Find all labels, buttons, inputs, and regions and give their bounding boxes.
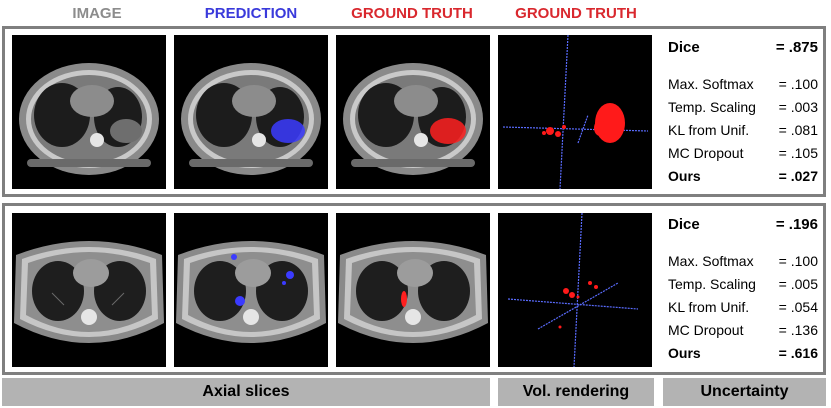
ours-value: = .616	[778, 345, 818, 361]
metric-row: MC Dropout = .105	[668, 142, 818, 164]
metric-label: KL from Unif.	[668, 299, 750, 315]
metric-value: = .100	[778, 253, 818, 269]
metric-row: Temp. Scaling = .005	[668, 273, 818, 295]
metric-label: MC Dropout	[668, 145, 744, 161]
metric-label: MC Dropout	[668, 322, 744, 338]
ct-prediction-slice-2	[174, 213, 328, 367]
metric-row: MC Dropout = .136	[668, 319, 818, 341]
metric-value: = .054	[778, 299, 818, 315]
header-ground-truth-volume: GROUND TRUTH	[515, 5, 637, 22]
metric-value: = .081	[778, 122, 818, 138]
uncertainty-table-2: Dice = .196 Max. Softmax = .100 Temp. Sc…	[668, 214, 818, 370]
header-ground-truth-slice: GROUND TRUTH	[351, 5, 473, 22]
ct-prediction-slice-1	[174, 35, 328, 189]
metric-row: KL from Unif. = .081	[668, 119, 818, 141]
volume-rendering-2	[498, 213, 652, 367]
metric-label: Temp. Scaling	[668, 99, 756, 115]
dice-value: = .875	[775, 39, 818, 56]
metric-value: = .100	[778, 76, 818, 92]
ct-ground-truth-slice-1	[336, 35, 490, 189]
metric-label: Max. Softmax	[668, 253, 754, 269]
metric-value: = .003	[778, 99, 818, 115]
metric-value: = .005	[778, 276, 818, 292]
ours-row: Ours = .027	[668, 165, 818, 187]
dice-label: Dice	[668, 216, 700, 233]
ct-image-slice-1	[12, 35, 166, 189]
dice-row: Dice = .196	[668, 214, 818, 236]
prediction-overlay	[271, 119, 305, 143]
prediction-overlay	[231, 254, 294, 306]
volume-rendering-1	[498, 35, 652, 189]
header-image: IMAGE	[72, 5, 122, 22]
dice-label: Dice	[668, 39, 700, 56]
ground-truth-overlay	[430, 118, 466, 144]
ours-label: Ours	[668, 168, 701, 184]
metric-label: KL from Unif.	[668, 122, 750, 138]
ours-row: Ours = .616	[668, 342, 818, 364]
metric-row: Temp. Scaling = .003	[668, 96, 818, 118]
ours-label: Ours	[668, 345, 701, 361]
metric-row: Max. Softmax = .100	[668, 250, 818, 272]
metric-value: = .136	[778, 322, 818, 338]
metric-row: Max. Softmax = .100	[668, 73, 818, 95]
header-prediction: PREDICTION	[204, 5, 298, 22]
metric-label: Max. Softmax	[668, 76, 754, 92]
footer-volume-rendering: Vol. rendering	[498, 378, 654, 406]
ours-value: = .027	[778, 168, 818, 184]
ground-truth-overlay	[401, 291, 407, 307]
ct-ground-truth-slice-2	[336, 213, 490, 367]
uncertainty-table-1: Dice = .875 Max. Softmax = .100 Temp. Sc…	[668, 37, 818, 193]
metric-value: = .105	[778, 145, 818, 161]
metric-label: Temp. Scaling	[668, 276, 756, 292]
footer-axial-slices: Axial slices	[2, 378, 490, 406]
dice-value: = .196	[775, 216, 818, 233]
ct-image-slice-2	[12, 213, 166, 367]
dice-row: Dice = .875	[668, 37, 818, 59]
footer-uncertainty: Uncertainty	[663, 378, 826, 406]
metric-row: KL from Unif. = .054	[668, 296, 818, 318]
